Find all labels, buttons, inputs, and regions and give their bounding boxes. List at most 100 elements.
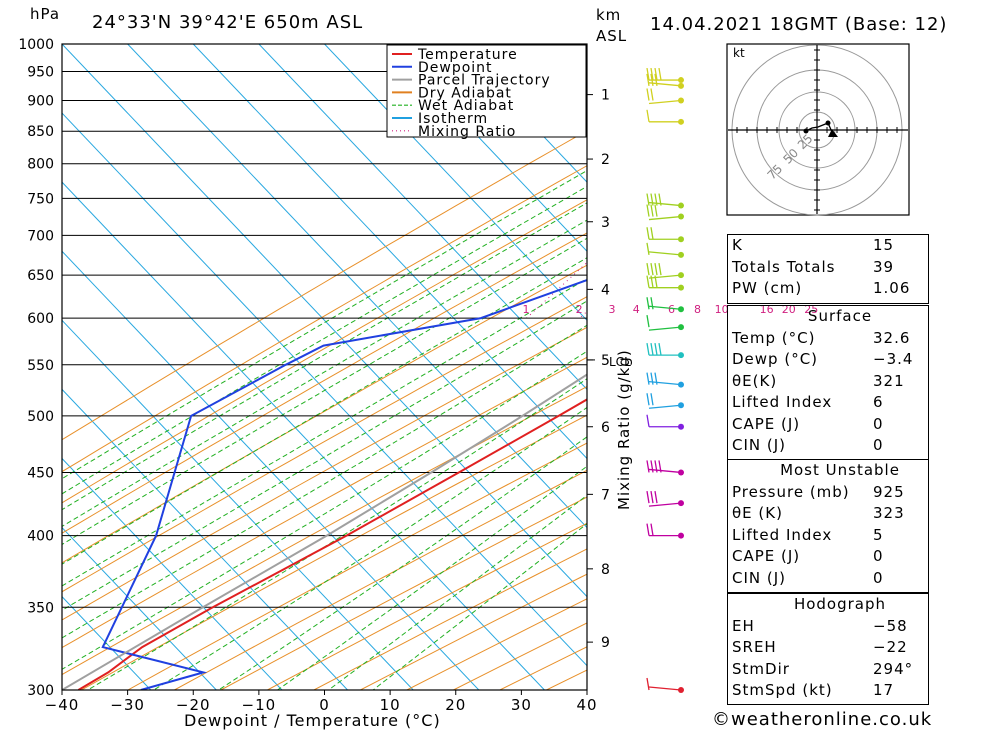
legend-entry: Wet Adiabat <box>418 98 514 114</box>
wet-adiabat-line <box>62 350 587 670</box>
wind-barb-shaft <box>648 468 682 474</box>
pressure-tick-label: 950 <box>27 65 54 81</box>
storm-motion-marker <box>828 129 838 137</box>
mu-pressure-value: 925 <box>873 482 905 501</box>
wind-barb-feather <box>650 342 654 356</box>
isotherm-line <box>127 44 587 529</box>
wind-barb-shaft <box>648 326 682 331</box>
wind-barb <box>646 460 682 474</box>
sreh-value: −22 <box>873 638 908 656</box>
hodograph-point <box>803 128 809 134</box>
wind-barb-shaft <box>648 274 682 279</box>
surface-temp-label: Temp (°C) <box>732 328 816 347</box>
wind-barb-shaft <box>648 381 682 386</box>
isotherm-line <box>192 44 587 460</box>
wind-barb-feather <box>650 297 654 310</box>
stmdir-label: StmDir <box>732 659 790 678</box>
wind-barb-feather <box>646 297 650 310</box>
wind-barb-shaft <box>648 502 682 507</box>
x-tick-label: 20 <box>445 696 466 714</box>
hodograph-point <box>825 120 831 126</box>
mixing-ratio-label: 20 <box>782 303 796 316</box>
most-unstable-header: Most Unstable <box>780 461 900 479</box>
profile-series <box>62 278 587 690</box>
height-tick-label: 3 <box>601 215 610 231</box>
axis-ticks: 1 2 3 4 6 8 10 16 20 25 −40 −30 −20 −10 0 10 20 30 40 1 2 3 4 5… <box>45 88 819 714</box>
wind-barb-feather <box>650 523 654 536</box>
wind-barb <box>646 342 681 356</box>
series-dewpoint <box>101 278 587 690</box>
wind-barb-feather <box>650 88 654 101</box>
dry-adiabat-line <box>62 385 587 676</box>
pressure-unit-label: hPa <box>30 5 60 23</box>
pressure-tick-label: 650 <box>27 268 54 284</box>
height-tick-label: 2 <box>601 152 610 168</box>
wind-barb <box>646 677 682 691</box>
wind-barb-feather <box>650 204 654 217</box>
wind-barb-feather <box>646 523 650 536</box>
height-unit-asl: ASL <box>596 27 627 45</box>
footer-credit[interactable]: ©weatheronline.co.uk <box>712 709 932 730</box>
wind-barb <box>646 523 681 537</box>
height-tick-label: 8 <box>601 562 610 578</box>
index-table: K 15 Totals Totals 39 PW (cm) 1.06 <box>728 235 952 300</box>
stmspd-label: StmSpd (kt) <box>732 681 833 699</box>
dry-adiabat-line <box>62 296 587 593</box>
wind-barb <box>646 263 682 279</box>
wind-barb <box>646 414 681 428</box>
isotherm-line <box>62 181 545 690</box>
wind-barb-shaft <box>648 215 682 221</box>
isotherm-line <box>258 44 587 391</box>
mixing-ratio-label: 4 <box>633 303 640 316</box>
wind-barb <box>646 491 682 507</box>
wind-barb-feather <box>654 372 658 385</box>
stmspd-value: 17 <box>873 681 895 699</box>
wind-barb <box>646 204 682 221</box>
wind-barb <box>646 314 682 331</box>
mu-cape-label: CAPE (J) <box>732 547 801 565</box>
copyright-icon: © <box>712 709 731 730</box>
k-index-value: 15 <box>873 236 895 254</box>
isotherm-line <box>62 319 414 690</box>
surface-theta-label: θE(K) <box>732 371 778 390</box>
wind-barb <box>646 109 681 123</box>
wind-barb-shaft <box>648 99 682 105</box>
wind-barb-feather <box>650 460 654 473</box>
wind-barb-feather <box>646 393 650 406</box>
x-tick-label: 40 <box>576 696 597 714</box>
wind-barb-feather <box>646 73 650 86</box>
wind-barb-feather <box>658 67 662 81</box>
legend-entry: Dry Adiabat <box>418 85 512 101</box>
hodograph-table: Hodograph EH −58 SREH −22 StmDir 294° StmSp… <box>728 594 952 702</box>
legend-entry: Parcel Trajectory <box>418 73 551 89</box>
wind-barb-shaft <box>648 251 682 256</box>
height-tick-label: 4 <box>601 282 610 298</box>
wind-barb-feather <box>646 414 650 427</box>
hodograph-header: Hodograph <box>793 595 887 613</box>
wind-barb-feather <box>654 204 658 217</box>
wind-barb-feather <box>646 109 650 122</box>
most-unstable-table: Most Unstable Pressure (mb) 925 θE (K) 323… <box>728 460 952 589</box>
x-tick-label: −20 <box>176 696 211 714</box>
wind-barb-feather <box>646 460 650 473</box>
hodograph-unit: kt <box>733 46 745 60</box>
wind-barb-feather <box>646 88 650 101</box>
pressure-tick-label: 700 <box>27 228 54 244</box>
wind-barb-feather <box>646 275 650 288</box>
wind-barb-feather <box>654 342 658 356</box>
series-parcel-trajectory <box>62 373 587 690</box>
pw-value: 1.06 <box>873 279 911 297</box>
pressure-tick-label: 550 <box>27 358 54 374</box>
plot-frame <box>61 43 588 691</box>
pressure-tick-label: 900 <box>27 94 54 110</box>
wind-barb-shaft <box>648 686 682 691</box>
wind-barb-feather <box>654 263 658 276</box>
mu-li-value: 5 <box>873 525 884 544</box>
wind-barb-feather <box>650 193 654 206</box>
totals-value: 39 <box>873 257 895 276</box>
totals-label: Totals Totals <box>732 257 836 276</box>
wind-barb-feather <box>646 263 650 276</box>
k-index-label: K <box>732 236 743 254</box>
